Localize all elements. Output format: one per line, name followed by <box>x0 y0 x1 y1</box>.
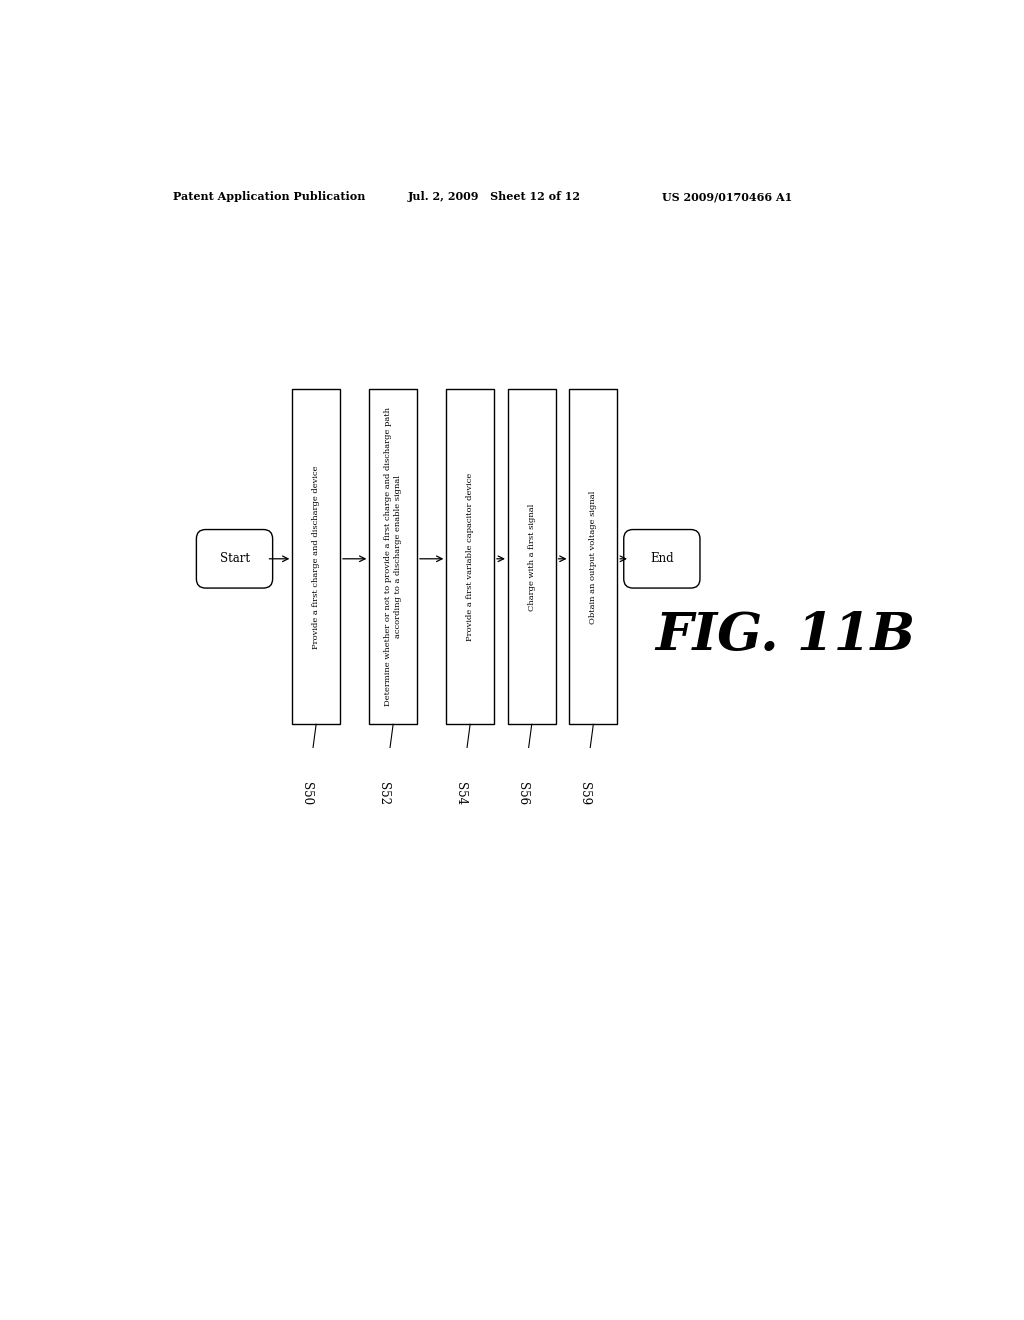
Text: S52: S52 <box>378 781 390 805</box>
Text: Obtain an output voltage signal: Obtain an output voltage signal <box>590 490 597 623</box>
Text: End: End <box>650 552 674 565</box>
FancyBboxPatch shape <box>624 529 700 589</box>
Bar <box>569 389 617 725</box>
Text: US 2009/0170466 A1: US 2009/0170466 A1 <box>662 191 793 202</box>
Text: Start: Start <box>219 552 250 565</box>
Bar <box>508 389 556 725</box>
Text: Patent Application Publication: Patent Application Publication <box>173 191 366 202</box>
Text: FIG. 11B: FIG. 11B <box>655 610 915 661</box>
Text: Provide a first variable capacitor device: Provide a first variable capacitor devic… <box>466 473 474 642</box>
Bar <box>292 389 340 725</box>
Text: S50: S50 <box>300 781 313 805</box>
Text: S54: S54 <box>455 781 467 805</box>
Bar <box>370 389 417 725</box>
Text: S56: S56 <box>516 781 529 805</box>
Text: Charge with a first signal: Charge with a first signal <box>527 503 536 611</box>
Text: S59: S59 <box>578 781 591 805</box>
FancyBboxPatch shape <box>197 529 272 589</box>
Text: Jul. 2, 2009   Sheet 12 of 12: Jul. 2, 2009 Sheet 12 of 12 <box>408 191 581 202</box>
Text: Provide a first charge and discharge device: Provide a first charge and discharge dev… <box>312 465 321 648</box>
Text: Determine whether or not to provide a first charge and discharge path
according : Determine whether or not to provide a fi… <box>384 408 402 706</box>
Bar <box>446 389 494 725</box>
